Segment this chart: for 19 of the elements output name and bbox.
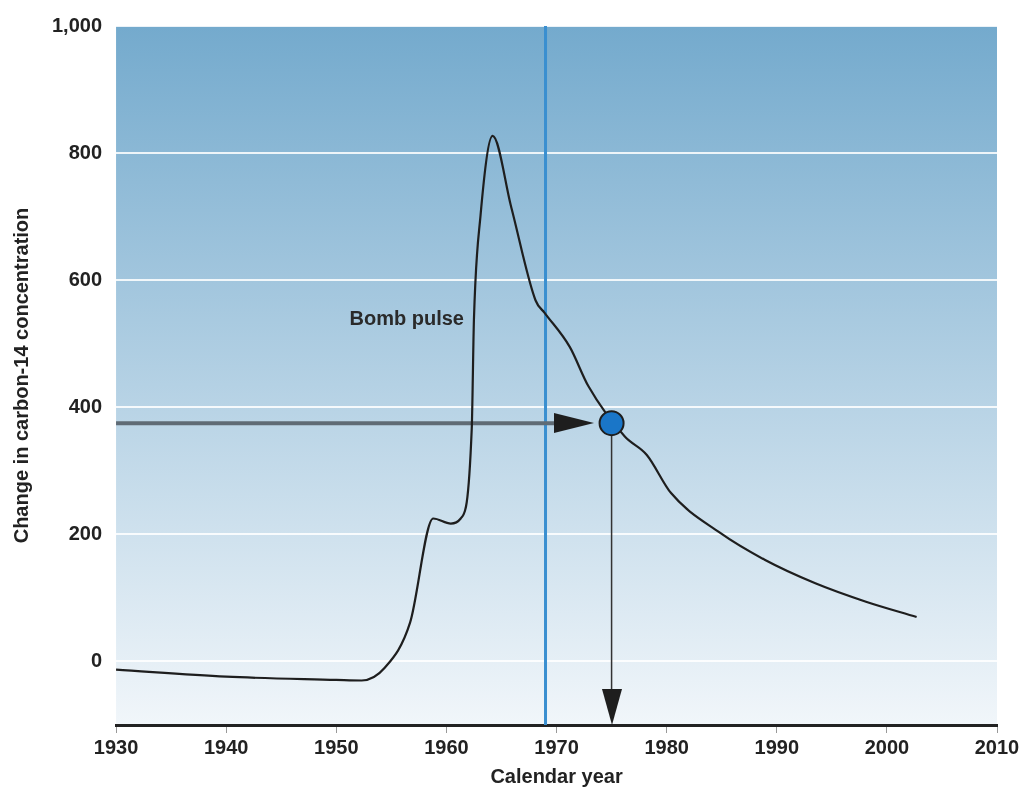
x-tick-label: 1990 <box>754 735 800 758</box>
annotation: Bomb pulse <box>349 307 464 330</box>
y-tick-label: 200 <box>68 521 103 544</box>
y-tick-label: 0 <box>90 648 103 671</box>
y-axis-title: Change in carbon-14 concentration <box>9 207 32 544</box>
x-axis-title: Calendar year <box>490 764 623 787</box>
x-tick-label: 1980 <box>644 735 689 758</box>
x-tick-label: 2000 <box>864 735 910 758</box>
y-tick-label: 800 <box>68 140 103 163</box>
y-tick-label: 400 <box>68 394 103 417</box>
x-tick-label: 1970 <box>534 735 579 758</box>
x-tick-label: 1950 <box>314 735 359 758</box>
x-tick-label: 1930 <box>93 735 139 758</box>
x-tick-label: 1940 <box>203 735 249 758</box>
y-tick-label: 600 <box>68 267 103 290</box>
y-tick-label: 1,000 <box>51 13 103 36</box>
line-series <box>116 134 918 682</box>
x-tick-label: 2010 <box>974 735 1020 758</box>
x-tick-label: 1960 <box>424 735 469 758</box>
